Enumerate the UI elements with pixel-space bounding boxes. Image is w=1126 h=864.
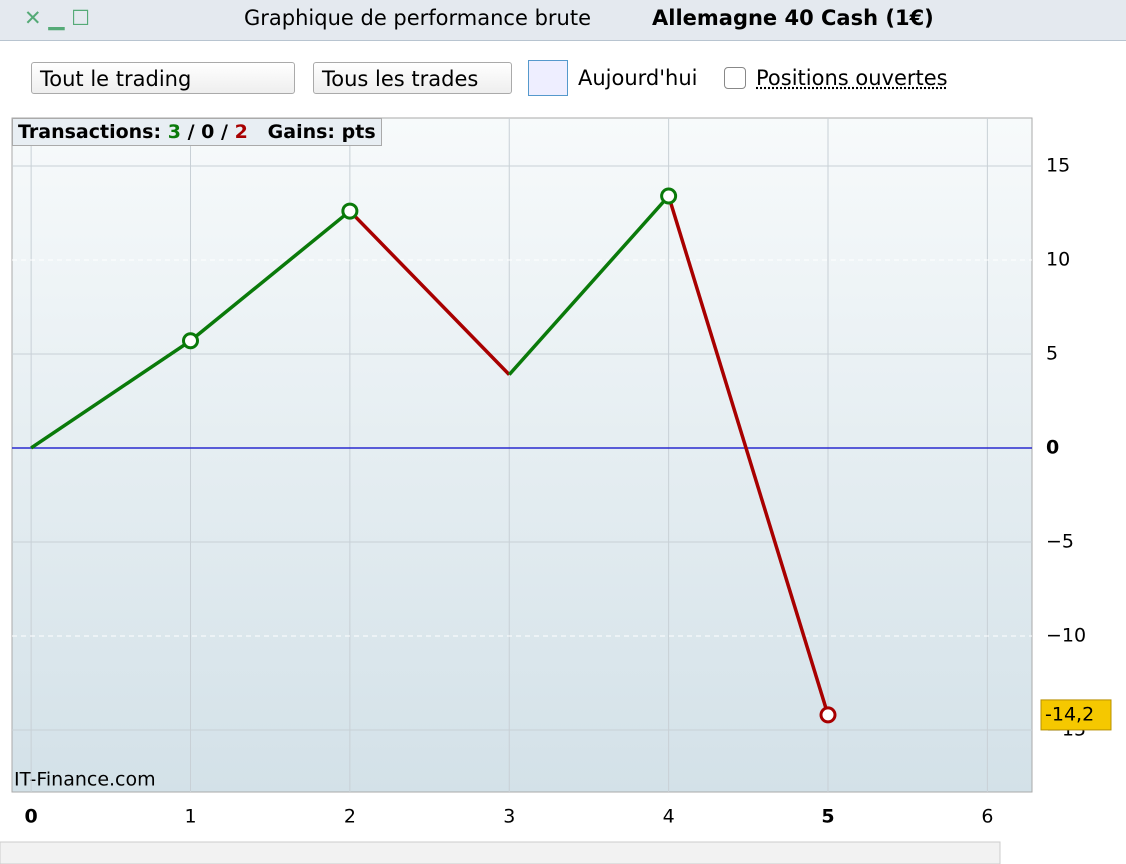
account-select[interactable]: Tout le trading xyxy=(31,62,295,94)
calendar-icon[interactable] xyxy=(528,60,568,96)
instrument[interactable]: Allemagne 40 Cash (1€) xyxy=(652,6,934,30)
stats-bar: Transactions: 3 / 0 / 2 Gains: pts xyxy=(12,118,382,146)
x-tick-label: 4 xyxy=(663,806,675,828)
gains-label: Gains: xyxy=(267,121,336,143)
losses: 2 xyxy=(234,121,248,143)
sep: / xyxy=(187,121,195,143)
segment xyxy=(30,339,192,450)
y-tick-label: 10 xyxy=(1046,248,1070,270)
point xyxy=(341,202,359,220)
open-positions[interactable]: Positions ouvertes xyxy=(756,66,948,90)
date-label[interactable]: Aujourd'hui xyxy=(578,66,698,90)
sep: / xyxy=(221,121,228,143)
value-label-box xyxy=(1040,699,1112,731)
window-title: Graphique de performance brute xyxy=(244,6,592,30)
y-tick-label: 15 xyxy=(1046,154,1070,176)
x-tick-label: 6 xyxy=(981,806,993,828)
chart: IT-Finance.com 0123456151050−5−10−15-14,… xyxy=(0,117,1112,864)
y-tick-label: −5 xyxy=(1046,530,1074,552)
scrollbar[interactable] xyxy=(0,841,1001,864)
x-tick-label: 2 xyxy=(344,806,356,828)
trades-select[interactable]: Tous les trades xyxy=(313,62,512,94)
point xyxy=(819,706,837,724)
point xyxy=(660,187,678,205)
segment xyxy=(348,209,511,376)
even: 0 xyxy=(201,121,215,143)
value-label: -14,2 xyxy=(1045,703,1094,725)
watermark: IT-Finance.com xyxy=(14,769,156,791)
y-tick-label: 5 xyxy=(1046,342,1058,364)
point xyxy=(182,332,199,350)
checkbox[interactable] xyxy=(724,67,746,89)
segment xyxy=(189,209,351,343)
window-controls[interactable]: ✕ ▁ ☐ xyxy=(24,6,90,30)
y-tick-label: 0 xyxy=(1046,436,1059,458)
y-tick-label: −10 xyxy=(1046,624,1086,646)
x-tick-label: 1 xyxy=(184,806,196,828)
gains-unit: pts xyxy=(341,121,376,143)
x-tick-label: 3 xyxy=(503,806,515,828)
segment xyxy=(666,195,830,716)
plot-area xyxy=(11,117,1033,793)
wins: 3 xyxy=(167,121,181,143)
stats-label: Transactions: xyxy=(18,121,162,143)
x-tick-label: 5 xyxy=(821,806,834,828)
x-tick-label: 0 xyxy=(25,806,38,828)
title-bar: ✕ ▁ ☐ Graphique de performance brute All… xyxy=(0,0,1126,41)
segment xyxy=(507,194,670,376)
